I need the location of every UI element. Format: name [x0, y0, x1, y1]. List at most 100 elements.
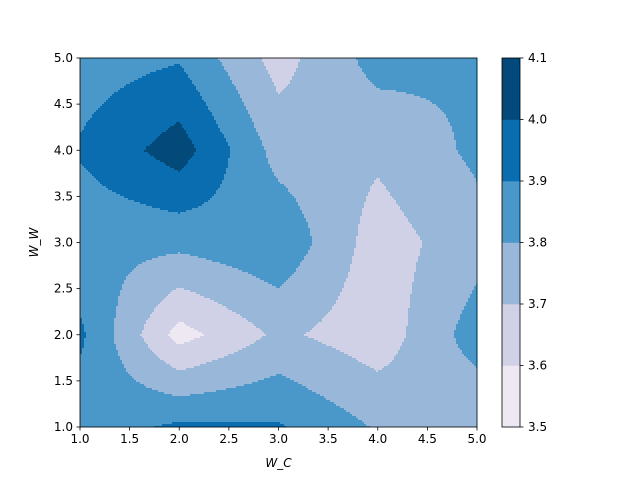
contour-cell — [122, 312, 124, 314]
contour-cell — [92, 374, 94, 376]
contour-cell — [118, 252, 120, 254]
contour-cell — [96, 216, 98, 218]
contour-cell — [110, 302, 112, 304]
contour-cell — [86, 366, 88, 368]
contour-cell — [108, 194, 110, 196]
contour-cell — [102, 354, 104, 356]
contour-cell — [90, 180, 92, 182]
contour-cell — [104, 118, 106, 120]
contour-cell — [120, 362, 122, 364]
contour-cell — [102, 312, 104, 314]
contour-cell — [94, 154, 96, 156]
contour-cell — [82, 168, 84, 170]
contour-cell — [104, 400, 106, 402]
contour-cell — [88, 378, 90, 380]
contour-cell — [86, 234, 88, 236]
contour-cell — [86, 364, 88, 366]
contour-cell — [96, 272, 98, 274]
contour-cell — [100, 268, 102, 270]
contour-cell — [102, 402, 104, 404]
contour-cell — [94, 196, 96, 198]
contour-cell — [90, 254, 92, 256]
contour-cell — [86, 414, 88, 416]
contour-cell — [100, 300, 102, 302]
contour-cell — [120, 380, 122, 382]
contour-cell — [102, 240, 104, 242]
contour-cell — [94, 156, 96, 158]
contour-cell — [100, 224, 102, 226]
contour-cell — [122, 144, 124, 146]
contour-cell — [110, 386, 112, 388]
contour-cell — [94, 140, 96, 142]
contour-cell — [90, 168, 92, 170]
contour-cell — [100, 178, 102, 180]
contour-cell — [88, 122, 90, 124]
contour-cell — [120, 102, 122, 104]
contour-cell — [112, 94, 114, 96]
contour-cell — [82, 118, 84, 120]
contour-cell — [114, 236, 116, 238]
contour-cell — [112, 144, 114, 146]
contour-cell — [86, 102, 88, 104]
contour-cell — [84, 298, 86, 300]
contour-cell — [110, 246, 112, 248]
contour-cell — [116, 398, 118, 400]
contour-cell — [114, 234, 116, 236]
contour-cell — [92, 332, 94, 334]
contour-cell — [120, 410, 122, 412]
contour-cell — [102, 352, 104, 354]
contour-cell — [106, 408, 108, 410]
contour-cell — [112, 366, 114, 368]
contour-cell — [112, 352, 114, 354]
contour-cell — [88, 372, 90, 374]
contour-cell — [120, 290, 122, 292]
contour-cell — [102, 414, 104, 416]
contour-cell — [100, 232, 102, 234]
contour-cell — [100, 112, 102, 114]
contour-cell — [90, 330, 92, 332]
contour-cell — [120, 352, 122, 354]
contour-cell — [116, 160, 118, 162]
contour-cell — [106, 182, 108, 184]
contour-cell — [92, 346, 94, 348]
contour-cell — [84, 194, 86, 196]
contour-fill-layer — [80, 58, 477, 427]
contour-cell — [112, 238, 114, 240]
contour-cell — [94, 308, 96, 310]
contour-cell — [114, 186, 116, 188]
contour-cell — [86, 156, 88, 158]
contour-cell — [112, 92, 114, 94]
contour-cell — [92, 378, 94, 380]
contour-cell — [122, 288, 124, 290]
contour-cell — [108, 74, 110, 76]
contour-cell — [100, 382, 102, 384]
contour-cell — [106, 286, 108, 288]
contour-cell — [86, 142, 88, 144]
contour-cell — [106, 154, 108, 156]
contour-cell — [112, 280, 114, 282]
contour-cell — [106, 418, 108, 420]
contour-cell — [96, 422, 98, 424]
contour-cell — [100, 332, 102, 334]
contour-cell — [108, 384, 110, 386]
contour-cell — [100, 276, 102, 278]
contour-cell — [98, 76, 100, 78]
contour-cell — [92, 186, 94, 188]
contour-cell — [94, 356, 96, 358]
contour-cell — [84, 300, 86, 302]
contour-cell — [116, 100, 118, 102]
contour-cell — [88, 412, 90, 414]
contour-cell — [120, 112, 122, 114]
contour-cell — [104, 174, 106, 176]
contour-cell — [84, 252, 86, 254]
contour-cell — [90, 148, 92, 150]
contour-cell — [120, 158, 122, 160]
contour-cell — [118, 394, 120, 396]
contour-cell — [110, 74, 112, 76]
contour-cell — [108, 352, 110, 354]
contour-cell — [104, 276, 106, 278]
contour-cell — [100, 154, 102, 156]
contour-cell — [90, 156, 92, 158]
contour-cell — [90, 194, 92, 196]
contour-cell — [90, 164, 92, 166]
